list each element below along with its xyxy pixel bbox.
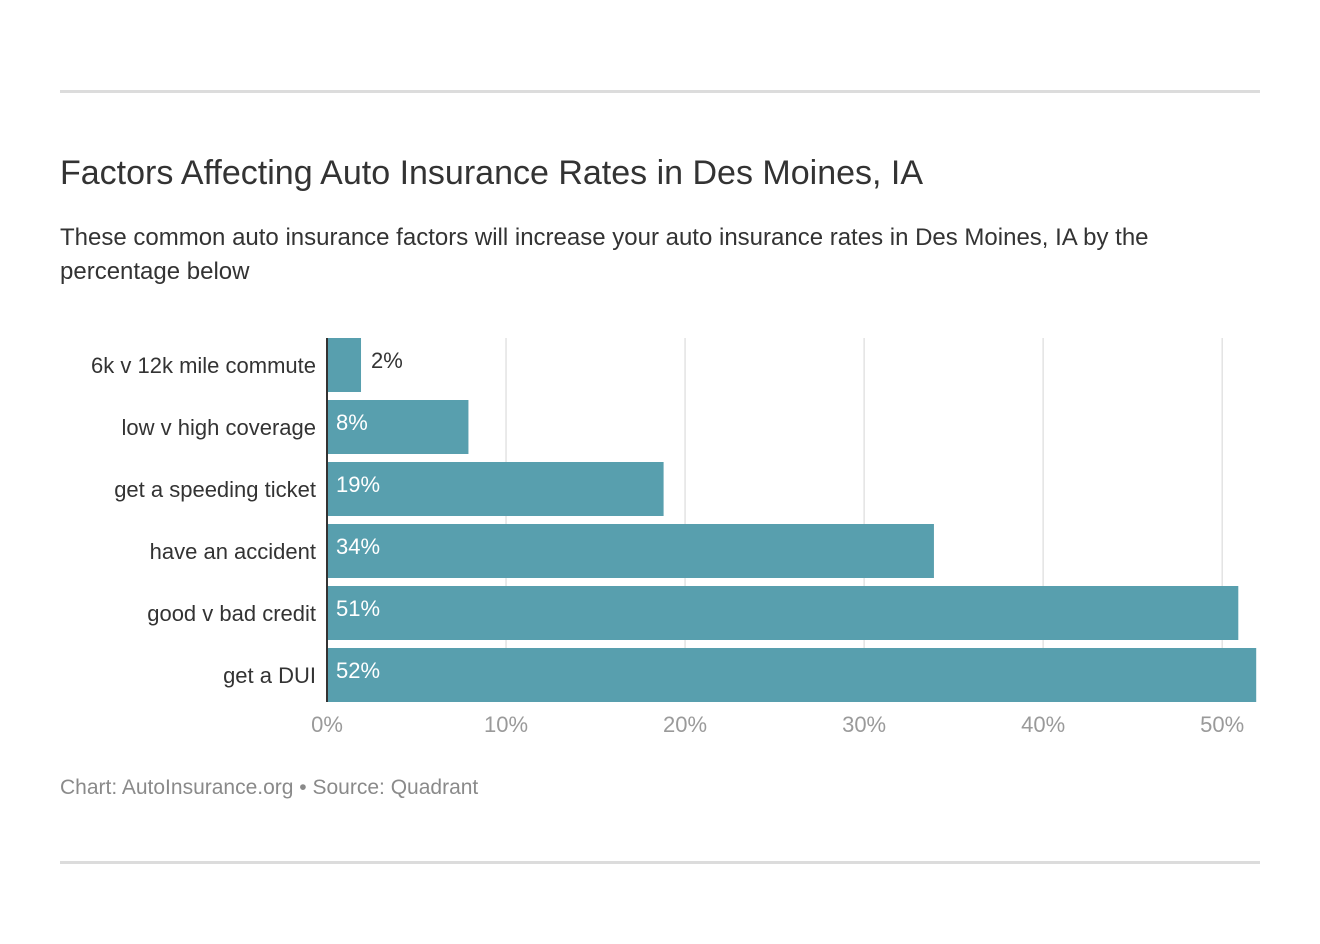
bar-0 bbox=[327, 338, 362, 392]
chart-title: Factors Affecting Auto Insurance Rates i… bbox=[60, 154, 924, 192]
bar-1 bbox=[327, 400, 469, 454]
category-label: good v bad credit bbox=[147, 601, 316, 626]
bar-4 bbox=[327, 586, 1239, 640]
value-label: 19% bbox=[336, 472, 380, 497]
x-tick-label: 40% bbox=[1021, 712, 1065, 737]
bar-5 bbox=[327, 648, 1257, 702]
category-label: low v high coverage bbox=[122, 415, 316, 440]
bar-3 bbox=[327, 524, 934, 578]
chart-credit: Chart: AutoInsurance.org • Source: Quadr… bbox=[60, 776, 479, 799]
category-label: get a DUI bbox=[223, 663, 316, 688]
bar-2 bbox=[327, 462, 664, 516]
x-tick-label: 10% bbox=[484, 712, 528, 737]
value-label: 34% bbox=[336, 534, 380, 559]
x-tick-label: 0% bbox=[311, 712, 343, 737]
value-label: 52% bbox=[336, 658, 380, 683]
value-label: 8% bbox=[336, 410, 368, 435]
value-label: 2% bbox=[371, 348, 403, 373]
category-label: get a speeding ticket bbox=[114, 477, 316, 502]
top-divider bbox=[60, 90, 1260, 93]
chart-subtitle: These common auto insurance factors will… bbox=[60, 224, 1149, 285]
x-tick-label: 50% bbox=[1200, 712, 1244, 737]
category-label: 6k v 12k mile commute bbox=[91, 353, 316, 378]
value-label: 51% bbox=[336, 596, 380, 621]
bottom-divider bbox=[60, 861, 1260, 864]
category-label: have an accident bbox=[150, 539, 316, 564]
x-tick-label: 20% bbox=[663, 712, 707, 737]
x-tick-label: 30% bbox=[842, 712, 886, 737]
